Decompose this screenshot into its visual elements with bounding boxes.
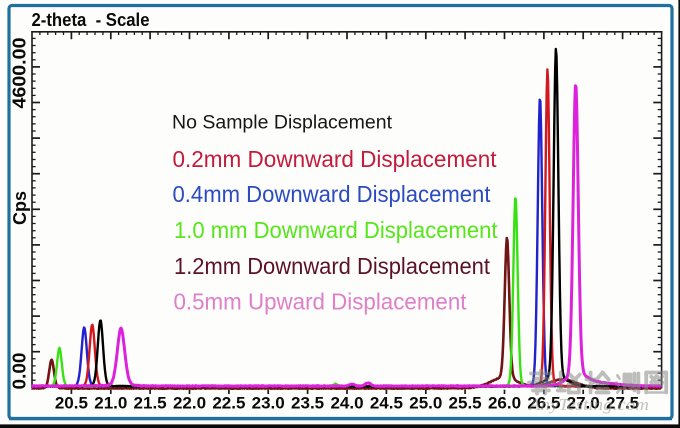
- svg-text:25.5: 25.5: [449, 394, 482, 413]
- svg-text:27.0: 27.0: [567, 394, 600, 413]
- svg-text:21.0: 21.0: [94, 394, 127, 413]
- svg-text:23.5: 23.5: [291, 394, 324, 413]
- svg-text:23.0: 23.0: [252, 394, 285, 413]
- svg-text:26.5: 26.5: [527, 394, 560, 413]
- svg-text:1.0 mm Downward Displacement: 1.0 mm Downward Displacement: [174, 217, 498, 243]
- svg-text:22.5: 22.5: [212, 394, 245, 413]
- svg-text:24.5: 24.5: [370, 394, 403, 413]
- svg-text:24.0: 24.0: [330, 394, 363, 413]
- svg-text:25.0: 25.0: [409, 394, 442, 413]
- svg-text:26.0: 26.0: [488, 394, 521, 413]
- svg-text:No Sample Displacement: No Sample Displacement: [172, 112, 393, 133]
- svg-text:1.2mm Downward Displacement: 1.2mm Downward Displacement: [174, 253, 491, 279]
- svg-text:AnyTesting.com: AnyTesting.com: [528, 395, 649, 414]
- svg-text:0.5mm Upward Displacement: 0.5mm Upward Displacement: [174, 289, 468, 315]
- svg-text:Cps: Cps: [10, 191, 30, 225]
- svg-text:22.0: 22.0: [173, 394, 206, 413]
- svg-text:21.5: 21.5: [134, 394, 167, 413]
- svg-text:27.5: 27.5: [606, 394, 639, 413]
- svg-text:4600.00: 4600.00: [10, 38, 30, 109]
- svg-text:0.00: 0.00: [10, 353, 30, 390]
- svg-text:0.2mm Downward Displacement: 0.2mm Downward Displacement: [173, 146, 498, 172]
- svg-text:20.5: 20.5: [55, 394, 88, 413]
- svg-text:2-theta - Scale: 2-theta - Scale: [32, 10, 150, 30]
- svg-text:0.4mm Downward Displacement: 0.4mm Downward Displacement: [173, 181, 492, 207]
